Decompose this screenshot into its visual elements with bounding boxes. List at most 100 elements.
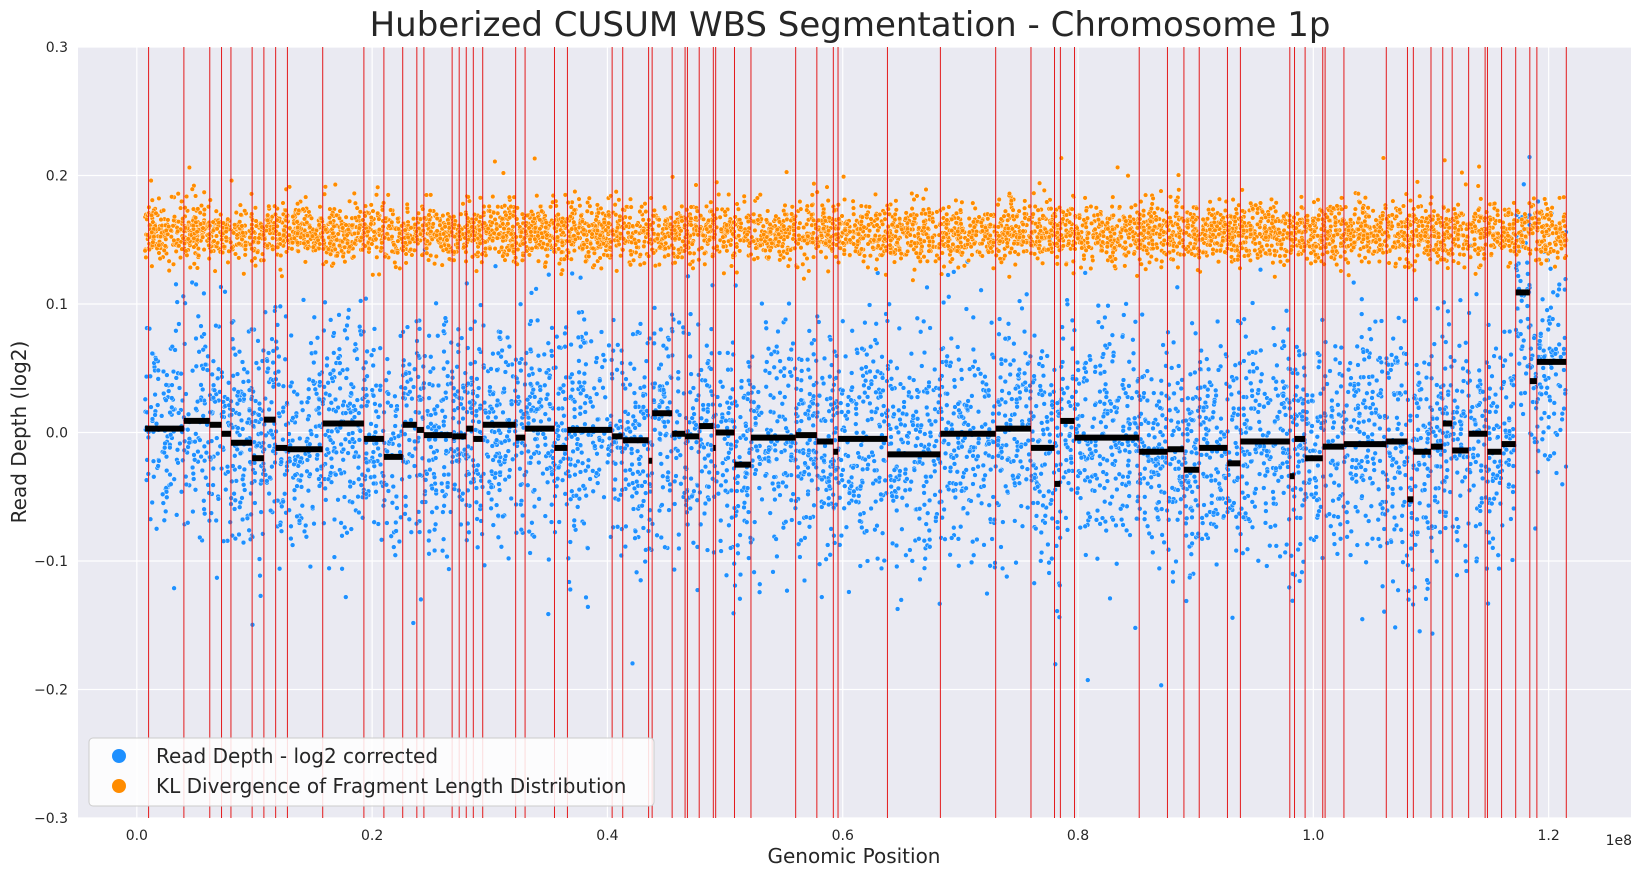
read-depth-point	[517, 361, 522, 366]
read-depth-point	[835, 411, 840, 416]
read-depth-point	[1038, 559, 1043, 564]
read-depth-point	[1108, 596, 1113, 601]
read-depth-point	[1280, 379, 1285, 384]
read-depth-point	[382, 498, 387, 503]
read-depth-point	[1310, 424, 1315, 429]
read-depth-point	[1105, 411, 1110, 416]
read-depth-point	[613, 461, 618, 466]
read-depth-point	[764, 360, 769, 365]
read-depth-point	[996, 438, 1001, 443]
read-depth-point	[584, 362, 589, 367]
read-depth-point	[215, 575, 220, 580]
read-depth-point	[1272, 343, 1277, 348]
read-depth-point	[1463, 559, 1468, 564]
read-depth-point	[1241, 406, 1246, 411]
read-depth-point	[945, 391, 950, 396]
read-depth-point	[1493, 392, 1498, 397]
read-depth-point	[1117, 472, 1122, 477]
read-depth-point	[922, 502, 927, 507]
read-depth-point	[1421, 423, 1426, 428]
read-depth-point	[855, 351, 860, 356]
read-depth-point	[853, 422, 858, 427]
read-depth-point	[196, 314, 201, 319]
read-depth-point	[971, 467, 976, 472]
read-depth-point	[1460, 479, 1465, 484]
read-depth-point	[1514, 263, 1519, 268]
read-depth-point	[633, 405, 638, 410]
read-depth-point	[173, 348, 178, 353]
read-depth-point	[396, 434, 401, 439]
read-depth-point	[1241, 395, 1246, 400]
read-depth-point	[894, 508, 899, 513]
read-depth-point	[1307, 469, 1312, 474]
read-depth-point	[1562, 347, 1567, 352]
read-depth-point	[346, 308, 351, 313]
read-depth-point	[518, 466, 523, 471]
read-depth-point	[480, 532, 485, 537]
read-depth-point	[1172, 391, 1177, 396]
read-depth-point	[782, 366, 787, 371]
read-depth-point	[1176, 466, 1181, 471]
read-depth-point	[1190, 515, 1195, 520]
read-depth-point	[931, 459, 936, 464]
read-depth-point	[342, 525, 347, 530]
read-depth-point	[1133, 421, 1138, 426]
read-depth-point	[817, 562, 822, 567]
read-depth-point	[1189, 552, 1194, 557]
read-depth-point	[1028, 396, 1033, 401]
read-depth-point	[256, 366, 261, 371]
read-depth-point	[1271, 496, 1276, 501]
read-depth-point	[445, 485, 450, 490]
read-depth-point	[796, 465, 801, 470]
read-depth-point	[1397, 465, 1402, 470]
read-depth-point	[973, 359, 978, 364]
read-depth-point	[1000, 566, 1005, 571]
read-depth-point	[1162, 490, 1167, 495]
read-depth-point	[826, 434, 831, 439]
read-depth-point	[1092, 489, 1097, 494]
read-depth-point	[662, 420, 667, 425]
read-depth-point	[329, 456, 334, 461]
read-depth-point	[157, 459, 162, 464]
read-depth-point	[972, 373, 977, 378]
read-depth-point	[427, 551, 432, 556]
read-depth-point	[937, 601, 942, 606]
read-depth-point	[478, 430, 483, 435]
read-depth-point	[440, 408, 445, 413]
read-depth-point	[1266, 430, 1271, 435]
read-depth-point	[1201, 405, 1206, 410]
read-depth-point	[1443, 340, 1448, 345]
read-depth-point	[659, 362, 664, 367]
read-depth-point	[409, 530, 414, 535]
read-depth-point	[727, 406, 732, 411]
read-depth-point	[1043, 520, 1048, 525]
read-depth-point	[1095, 508, 1100, 513]
read-depth-point	[861, 430, 866, 435]
read-depth-point	[1158, 430, 1163, 435]
read-depth-point	[489, 506, 494, 511]
read-depth-point	[1098, 389, 1103, 394]
read-depth-point	[1143, 466, 1148, 471]
read-depth-point	[1507, 329, 1512, 334]
read-depth-point	[191, 471, 196, 476]
read-depth-point	[839, 533, 844, 538]
read-depth-point	[1441, 383, 1446, 388]
read-depth-point	[605, 417, 610, 422]
read-depth-point	[763, 473, 768, 478]
read-depth-point	[630, 462, 635, 467]
read-depth-point	[242, 467, 247, 472]
read-depth-point	[757, 486, 762, 491]
read-depth-point	[1214, 562, 1219, 567]
read-depth-point	[864, 352, 869, 357]
read-depth-point	[556, 465, 561, 470]
read-depth-point	[1055, 609, 1060, 614]
read-depth-point	[1532, 336, 1537, 341]
read-depth-point	[641, 499, 646, 504]
read-depth-point	[555, 476, 560, 481]
read-depth-point	[572, 399, 577, 404]
read-depth-point	[315, 335, 320, 340]
read-depth-point	[1387, 375, 1392, 380]
read-depth-point	[802, 470, 807, 475]
read-depth-point	[238, 500, 243, 505]
read-depth-point	[1370, 536, 1375, 541]
